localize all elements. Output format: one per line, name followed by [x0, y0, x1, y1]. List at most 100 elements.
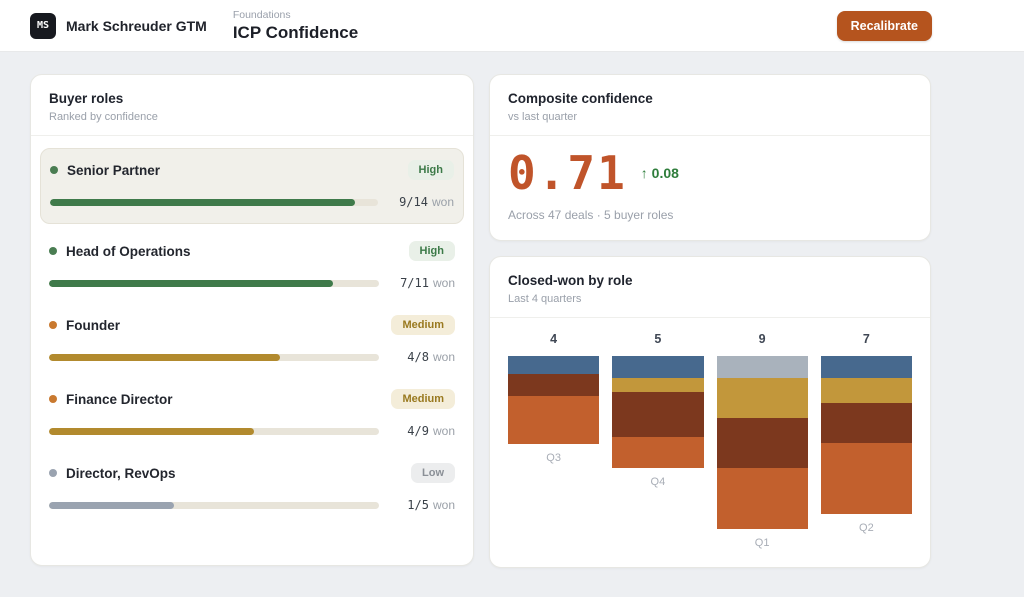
- won-suffix: won: [431, 195, 454, 209]
- role-bar-line: 1/5 won: [49, 498, 455, 512]
- bar-segment: [508, 395, 600, 444]
- composite-title: Composite confidence: [508, 91, 653, 106]
- role-status-dot: [50, 166, 58, 174]
- confidence-badge: High: [408, 241, 455, 261]
- role-status-dot: [49, 469, 57, 477]
- buyer-roles-subtitle: Ranked by confidence: [49, 111, 158, 123]
- bar-segment: [820, 356, 912, 379]
- title-block: Foundations ICP Confidence: [233, 9, 358, 43]
- page-title: ICP Confidence: [232, 22, 359, 42]
- confidence-bar-track: [49, 353, 379, 361]
- bar-category-label: Q1: [754, 537, 770, 549]
- composite-confidence-card: Composite confidence vs last quarter 0.7…: [489, 74, 931, 241]
- confidence-bar-fill: [50, 198, 356, 206]
- role-row-top: Director, RevOps Low: [49, 463, 455, 483]
- won-fraction: 1/5: [407, 498, 429, 512]
- bar-total-label: 4: [550, 332, 558, 346]
- roles-list: Senior Partner High 9/14 won Head of Oper…: [31, 136, 473, 544]
- won-fraction: 7/11: [400, 276, 429, 290]
- bar-segment: [820, 378, 912, 404]
- top-bar: MS Mark Schreuder GTM Foundations ICP Co…: [0, 0, 1024, 52]
- chart-body: 4 Q3 5 Q4 9 Q1: [490, 318, 930, 567]
- role-row-founder[interactable]: Founder Medium 4/8 won: [49, 304, 455, 378]
- won-label: 9/14 won: [390, 195, 454, 209]
- confidence-badge: Medium: [391, 389, 455, 409]
- composite-header: Composite confidence vs last quarter: [490, 75, 930, 136]
- stacked-bar: [820, 356, 912, 514]
- confidence-bar-track: [49, 427, 379, 435]
- delta-value: 0.08: [651, 165, 679, 181]
- role-row-top: Senior Partner High: [50, 160, 454, 180]
- stacked-bar: [508, 356, 600, 444]
- bar-segment: [612, 391, 704, 437]
- won-suffix: won: [432, 276, 455, 290]
- bar-segment: [716, 468, 808, 529]
- delta-up-arrow-icon: ↑: [640, 165, 648, 181]
- score-line: 0.71 ↑ 0.08: [508, 150, 912, 196]
- bar-segment: [716, 356, 808, 379]
- role-bar-line: 4/8 won: [49, 350, 455, 364]
- role-row-top: Finance Director Medium: [49, 389, 455, 409]
- org-name: Mark Schreuder GTM: [66, 17, 207, 34]
- confidence-bar-track: [50, 198, 378, 206]
- composite-score-value: 0.71: [508, 146, 627, 200]
- role-row-director-revops[interactable]: Director, RevOps Low 1/5 won: [49, 452, 455, 526]
- chart-bar-q1: 9 Q1: [716, 332, 808, 549]
- chart-title: Closed-won by role: [508, 273, 633, 288]
- role-name: Finance Director: [66, 391, 173, 407]
- won-label: 4/8 won: [391, 350, 455, 364]
- bar-total-label: 5: [654, 332, 662, 346]
- chart-bar-q2: 7 Q2: [820, 332, 912, 534]
- role-row-top: Head of Operations High: [49, 241, 455, 261]
- closed-won-chart-card: Closed-won by role Last 4 quarters 4 Q3 …: [489, 256, 931, 568]
- role-bar-line: 4/9 won: [49, 424, 455, 438]
- buyer-roles-title: Buyer roles: [49, 91, 124, 106]
- confidence-bar-track: [49, 279, 379, 287]
- role-status-dot: [49, 321, 57, 329]
- role-bar-line: 9/14 won: [50, 195, 454, 209]
- confidence-bar-fill: [49, 427, 254, 435]
- bar-segment: [820, 403, 912, 443]
- won-label: 1/5 won: [391, 498, 455, 512]
- confidence-badge: High: [407, 160, 454, 180]
- bar-total-label: 9: [758, 332, 766, 346]
- role-name: Head of Operations: [66, 243, 191, 259]
- confidence-bar-fill: [49, 279, 333, 287]
- bar-category-label: Q4: [650, 476, 666, 488]
- chart-subtitle: Last 4 quarters: [508, 293, 582, 305]
- workspace-logo: MS: [30, 12, 56, 39]
- role-status-dot: [49, 247, 57, 255]
- composite-body: 0.71 ↑ 0.08 Across 47 deals · 5 buyer ro…: [490, 136, 930, 240]
- bar-segment: [612, 356, 704, 379]
- bar-total-label: 7: [862, 332, 870, 346]
- chart-header: Closed-won by role Last 4 quarters: [490, 257, 930, 318]
- bar-segment: [508, 356, 600, 374]
- confidence-bar-fill: [49, 353, 280, 361]
- role-row-head-of-operations[interactable]: Head of Operations High 7/11 won: [49, 230, 455, 304]
- role-bar-line: 7/11 won: [49, 276, 455, 290]
- won-label: 4/9 won: [391, 424, 455, 438]
- composite-subtitle: vs last quarter: [508, 111, 578, 123]
- bar-segment: [820, 442, 912, 514]
- won-fraction: 4/8: [407, 350, 429, 364]
- won-fraction: 4/9: [407, 424, 429, 438]
- confidence-badge: Medium: [391, 315, 455, 335]
- stacked-bar: [716, 356, 808, 529]
- breadcrumb: Foundations: [232, 8, 291, 21]
- bar-segment: [612, 436, 704, 468]
- role-name: Director, RevOps: [66, 465, 176, 481]
- composite-caption: Across 47 deals · 5 buyer roles: [508, 208, 674, 222]
- buyer-roles-header: Buyer roles Ranked by confidence: [31, 75, 473, 136]
- confidence-bar-fill: [49, 501, 175, 509]
- won-suffix: won: [432, 498, 455, 512]
- right-column: Composite confidence vs last quarter 0.7…: [489, 74, 931, 568]
- role-row-top: Founder Medium: [49, 315, 455, 335]
- role-row-finance-director[interactable]: Finance Director Medium 4/9 won: [49, 378, 455, 452]
- recalibrate-button[interactable]: Recalibrate: [836, 10, 932, 41]
- bar-segment: [716, 418, 808, 469]
- left-column: Buyer roles Ranked by confidence Senior …: [30, 74, 474, 566]
- bar-segment: [508, 373, 600, 396]
- role-row-senior-partner[interactable]: Senior Partner High 9/14 won: [40, 148, 464, 224]
- won-suffix: won: [432, 424, 455, 438]
